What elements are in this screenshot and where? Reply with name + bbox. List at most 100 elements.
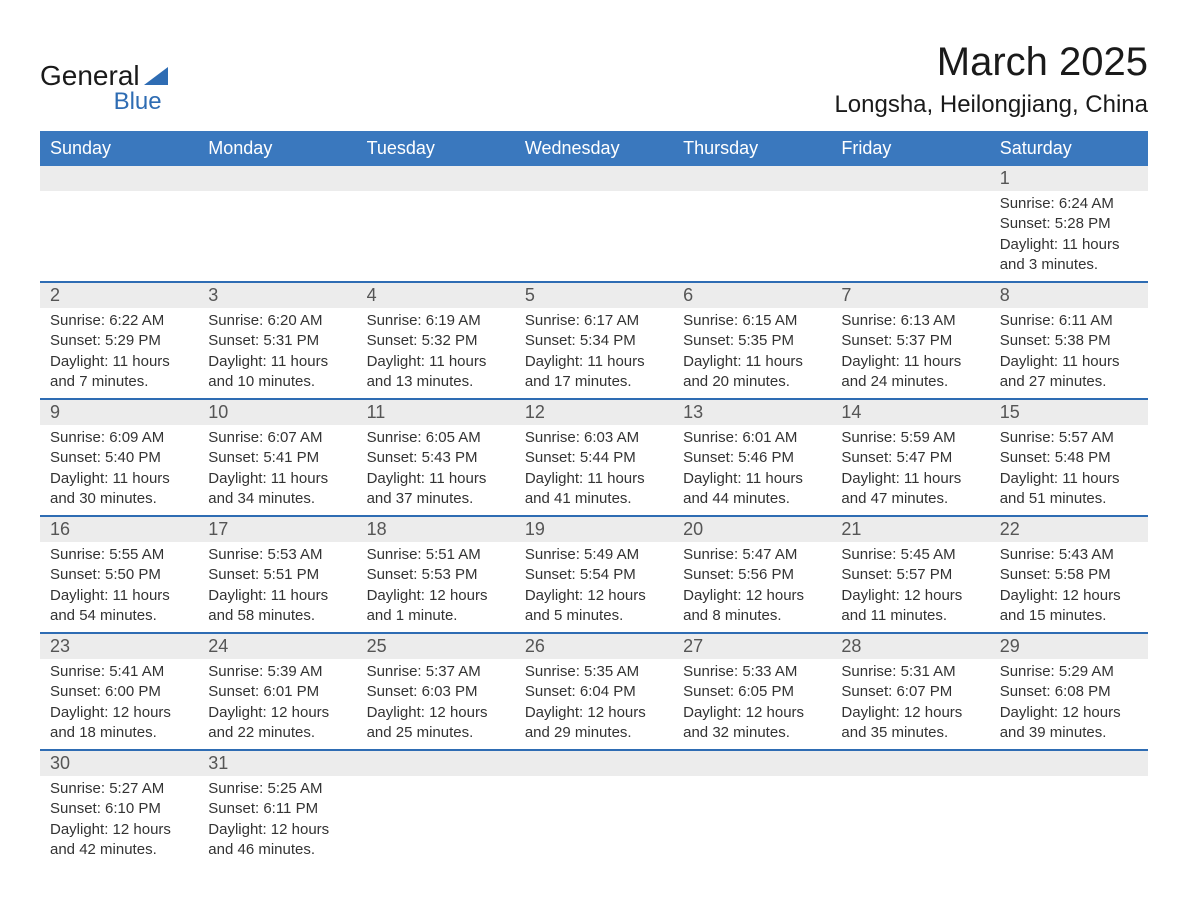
sunrise-text: Sunrise: 5:51 AM [367,545,505,565]
sunrise-text: Sunrise: 6:20 AM [208,311,346,331]
sunset-text: Sunset: 5:48 PM [1000,448,1138,468]
day-number: 7 [831,283,989,308]
weekday-header: Saturday [990,131,1148,166]
day-number [40,166,198,191]
day-number: 30 [40,751,198,776]
sunrise-text: Sunrise: 6:13 AM [841,311,979,331]
daylight-text: and 17 minutes. [525,372,663,392]
day-number [673,166,831,191]
day-details: Sunrise: 5:39 AMSunset: 6:01 PMDaylight:… [198,659,356,749]
daylight-text: and 32 minutes. [683,723,821,743]
day-number: 5 [515,283,673,308]
day-details: Sunrise: 6:19 AMSunset: 5:32 PMDaylight:… [357,308,515,398]
daylight-text: Daylight: 12 hours [208,703,346,723]
sunset-text: Sunset: 5:44 PM [525,448,663,468]
sunset-text: Sunset: 5:51 PM [208,565,346,585]
day-details: Sunrise: 5:29 AMSunset: 6:08 PMDaylight:… [990,659,1148,749]
sunset-text: Sunset: 5:43 PM [367,448,505,468]
day-number: 22 [990,517,1148,542]
sunset-text: Sunset: 5:40 PM [50,448,188,468]
daylight-text: Daylight: 12 hours [525,586,663,606]
calendar-day-cell: 3Sunrise: 6:20 AMSunset: 5:31 PMDaylight… [198,282,356,399]
daylight-text: Daylight: 11 hours [50,352,188,372]
day-number [515,751,673,776]
calendar-day-cell: 2Sunrise: 6:22 AMSunset: 5:29 PMDaylight… [40,282,198,399]
daylight-text: and 7 minutes. [50,372,188,392]
calendar-day-cell: 29Sunrise: 5:29 AMSunset: 6:08 PMDayligh… [990,633,1148,750]
calendar-day-cell: 11Sunrise: 6:05 AMSunset: 5:43 PMDayligh… [357,399,515,516]
daylight-text: Daylight: 11 hours [50,469,188,489]
calendar-day-cell [831,166,989,282]
sunrise-text: Sunrise: 6:07 AM [208,428,346,448]
daylight-text: and 8 minutes. [683,606,821,626]
sunrise-text: Sunrise: 6:15 AM [683,311,821,331]
calendar-week-row: 9Sunrise: 6:09 AMSunset: 5:40 PMDaylight… [40,399,1148,516]
sunset-text: Sunset: 5:32 PM [367,331,505,351]
sunrise-text: Sunrise: 5:47 AM [683,545,821,565]
day-number: 23 [40,634,198,659]
day-details: Sunrise: 6:07 AMSunset: 5:41 PMDaylight:… [198,425,356,515]
daylight-text: Daylight: 11 hours [841,352,979,372]
daylight-text: Daylight: 11 hours [1000,352,1138,372]
sunrise-text: Sunrise: 5:25 AM [208,779,346,799]
day-number: 21 [831,517,989,542]
calendar-week-row: 1Sunrise: 6:24 AMSunset: 5:28 PMDaylight… [40,166,1148,282]
weekday-header: Wednesday [515,131,673,166]
day-number [515,166,673,191]
day-details: Sunrise: 5:49 AMSunset: 5:54 PMDaylight:… [515,542,673,632]
day-number [831,166,989,191]
day-number: 8 [990,283,1148,308]
day-number: 10 [198,400,356,425]
sunrise-text: Sunrise: 5:39 AM [208,662,346,682]
day-number: 9 [40,400,198,425]
sunrise-text: Sunrise: 6:03 AM [525,428,663,448]
weekday-header: Monday [198,131,356,166]
sunset-text: Sunset: 6:03 PM [367,682,505,702]
calendar-day-cell: 18Sunrise: 5:51 AMSunset: 5:53 PMDayligh… [357,516,515,633]
day-number: 29 [990,634,1148,659]
sunrise-text: Sunrise: 5:41 AM [50,662,188,682]
sunset-text: Sunset: 5:54 PM [525,565,663,585]
daylight-text: and 37 minutes. [367,489,505,509]
daylight-text: and 42 minutes. [50,840,188,860]
day-number: 27 [673,634,831,659]
daylight-text: Daylight: 11 hours [683,469,821,489]
day-number [990,751,1148,776]
calendar-day-cell: 31Sunrise: 5:25 AMSunset: 6:11 PMDayligh… [198,750,356,866]
sunrise-text: Sunrise: 6:22 AM [50,311,188,331]
sunrise-text: Sunrise: 5:31 AM [841,662,979,682]
day-number: 4 [357,283,515,308]
day-number: 24 [198,634,356,659]
calendar-day-cell: 7Sunrise: 6:13 AMSunset: 5:37 PMDaylight… [831,282,989,399]
sunset-text: Sunset: 5:35 PM [683,331,821,351]
sunset-text: Sunset: 5:46 PM [683,448,821,468]
sunset-text: Sunset: 6:04 PM [525,682,663,702]
title-block: March 2025 Longsha, Heilongjiang, China [834,40,1148,119]
daylight-text: and 44 minutes. [683,489,821,509]
day-number: 2 [40,283,198,308]
daylight-text: and 18 minutes. [50,723,188,743]
calendar-day-cell: 25Sunrise: 5:37 AMSunset: 6:03 PMDayligh… [357,633,515,750]
sunset-text: Sunset: 6:08 PM [1000,682,1138,702]
day-number: 13 [673,400,831,425]
calendar-day-cell: 15Sunrise: 5:57 AMSunset: 5:48 PMDayligh… [990,399,1148,516]
day-details: Sunrise: 5:57 AMSunset: 5:48 PMDaylight:… [990,425,1148,515]
daylight-text: Daylight: 12 hours [367,703,505,723]
daylight-text: Daylight: 11 hours [1000,469,1138,489]
daylight-text: Daylight: 11 hours [208,352,346,372]
sunset-text: Sunset: 6:10 PM [50,799,188,819]
sunrise-text: Sunrise: 5:45 AM [841,545,979,565]
day-details: Sunrise: 5:47 AMSunset: 5:56 PMDaylight:… [673,542,831,632]
daylight-text: and 10 minutes. [208,372,346,392]
sunrise-text: Sunrise: 5:49 AM [525,545,663,565]
sunset-text: Sunset: 5:38 PM [1000,331,1138,351]
calendar-day-cell [357,750,515,866]
weekday-header: Friday [831,131,989,166]
calendar-day-cell: 23Sunrise: 5:41 AMSunset: 6:00 PMDayligh… [40,633,198,750]
daylight-text: and 27 minutes. [1000,372,1138,392]
day-number: 18 [357,517,515,542]
daylight-text: Daylight: 11 hours [1000,235,1138,255]
calendar-day-cell: 30Sunrise: 5:27 AMSunset: 6:10 PMDayligh… [40,750,198,866]
brand-triangle-icon [144,67,168,85]
calendar-body: 1Sunrise: 6:24 AMSunset: 5:28 PMDaylight… [40,166,1148,866]
